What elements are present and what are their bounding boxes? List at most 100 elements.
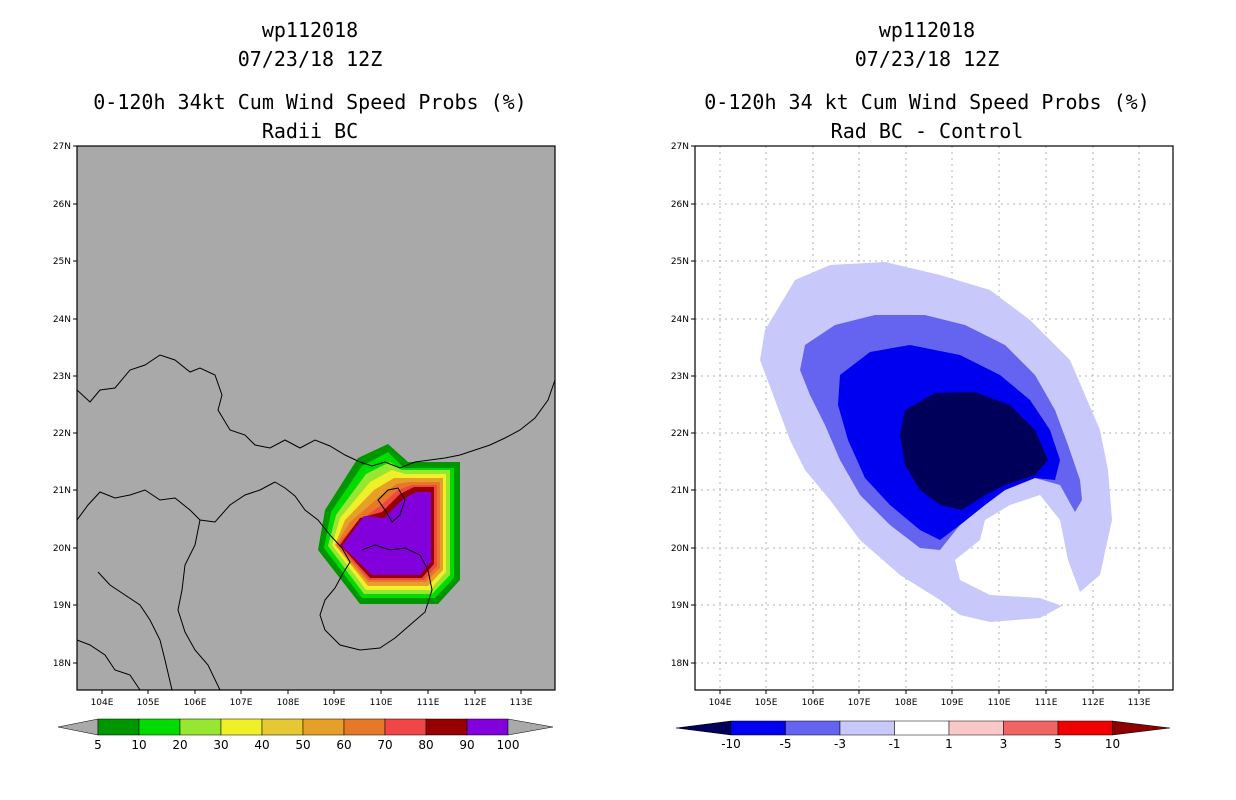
left-probability-contours [318,444,460,604]
colorbar-label: 30 [213,738,228,752]
colorbar-over-arrow [507,718,554,736]
right-title-storm: wp112018 [878,18,976,42]
left-title-sub: Radii BC [261,119,359,143]
lon-label: 105E [755,698,778,708]
colorbar-swatch [785,720,841,736]
lat-label: 27N [671,142,689,152]
colorbar-swatch [138,718,181,736]
colorbar-label: 5 [94,738,102,752]
colorbar-swatch [948,720,1004,736]
colorbar-label: 10 [1105,737,1120,751]
lat-label: 18N [53,659,71,669]
right-axis-ticks: 27N 26N 25N 24N 23N 22N 21N 20N 19N 18N 104E 105E 10… [671,142,1151,708]
lat-label: 26N [53,200,71,210]
left-title-date: 07/23/18 12Z [237,47,383,71]
colorbar-swatch [894,720,950,736]
lon-label: 110E [988,698,1011,708]
colorbar-over-arrow [1112,720,1171,736]
lat-label: 25N [53,257,71,267]
lat-label: 24N [53,315,71,325]
colorbar-label: 3 [1000,737,1008,751]
lat-label: 18N [671,659,689,669]
lat-label: 21N [53,486,71,496]
colorbar-label: 50 [295,738,310,752]
left-colorbar: 5 10 20 30 40 50 60 70 80 90 100 [57,718,554,752]
colorbar-label: -3 [834,737,846,751]
colorbar-swatch [1057,720,1113,736]
lat-label: 20N [671,544,689,554]
lat-label: 21N [671,486,689,496]
colorbar-swatch [1003,720,1059,736]
right-map-frame [694,145,1174,691]
right-title-product: 0-120h 34 kt Cum Wind Speed Probs (%) [704,90,1150,114]
lon-label: 104E [91,698,114,708]
lat-label: 23N [53,372,71,382]
lat-label: 26N [671,200,689,210]
lat-label: 22N [53,429,71,439]
colorbar-swatch [425,718,468,736]
lat-label: 25N [671,257,689,267]
lon-label: 112E [1082,698,1105,708]
left-map-background [77,146,555,690]
lon-label: 108E [277,698,300,708]
lat-label: 23N [671,372,689,382]
right-title-sub: Rad BC - Control [830,119,1024,143]
lon-label: 112E [464,698,487,708]
lon-label: 113E [510,698,533,708]
left-map-frame [76,145,556,691]
lat-label: 24N [671,315,689,325]
colorbar-swatch [261,718,304,736]
lat-label: 27N [53,142,71,152]
colorbar-label: 70 [377,738,392,752]
lon-label: 104E [709,698,732,708]
right-map: 27N 26N 25N 24N 23N 22N 21N 20N 19N 18N 104E 105E 10… [671,142,1174,708]
lon-label: 111E [417,698,440,708]
colorbar-label: 90 [459,738,474,752]
lat-label: 20N [53,544,71,554]
colorbar-label: -1 [889,737,901,751]
lon-label: 106E [184,698,207,708]
colorbar-label: -5 [780,737,792,751]
colorbar-label: 20 [172,738,187,752]
left-title-storm: wp112018 [261,18,359,42]
colorbar-under-arrow [57,718,99,736]
colorbar-swatch [466,718,509,736]
right-difference-contours [760,262,1112,622]
lon-label: 106E [802,698,825,708]
lon-label: 111E [1035,698,1058,708]
right-contour-minus10 [900,392,1048,510]
colorbar-label: -10 [721,737,741,751]
colorbar-label: 10 [131,738,146,752]
colorbar-swatch [220,718,263,736]
colorbar-swatch [302,718,345,736]
left-contour-100 [342,492,431,575]
left-title-product: 0-120h 34kt Cum Wind Speed Probs (%) [93,90,527,114]
colorbar-label: 60 [336,738,351,752]
colorbar-swatch [384,718,427,736]
colorbar-label: 80 [418,738,433,752]
lat-label: 22N [671,429,689,439]
lon-label: 109E [323,698,346,708]
colorbar-swatch [839,720,895,736]
lon-label: 110E [370,698,393,708]
lon-label: 113E [1128,698,1151,708]
left-map: 27N 26N 25N 24N 23N 22N 21N 20N 19N 18N 104E 105E 10… [53,142,556,708]
lon-label: 107E [230,698,253,708]
colorbar-swatch [730,720,786,736]
colorbar-label: 1 [945,737,953,751]
colorbar-label: 40 [254,738,269,752]
colorbar-swatch [179,718,222,736]
right-colorbar: -10 -5 -3 -1 1 3 5 10 [675,720,1171,751]
colorbar-swatch [97,718,140,736]
lat-label: 19N [671,601,689,611]
right-title-date: 07/23/18 12Z [854,47,1000,71]
lon-label: 107E [848,698,871,708]
colorbar-label: 100 [497,738,520,752]
left-axis-ticks: 27N 26N 25N 24N 23N 22N 21N 20N 19N 18N 104E 105E 10… [53,142,533,708]
colorbar-swatch [343,718,386,736]
lon-label: 105E [137,698,160,708]
colorbar-label: 5 [1054,737,1062,751]
lat-label: 19N [53,601,71,611]
colorbar-under-arrow [675,720,732,736]
